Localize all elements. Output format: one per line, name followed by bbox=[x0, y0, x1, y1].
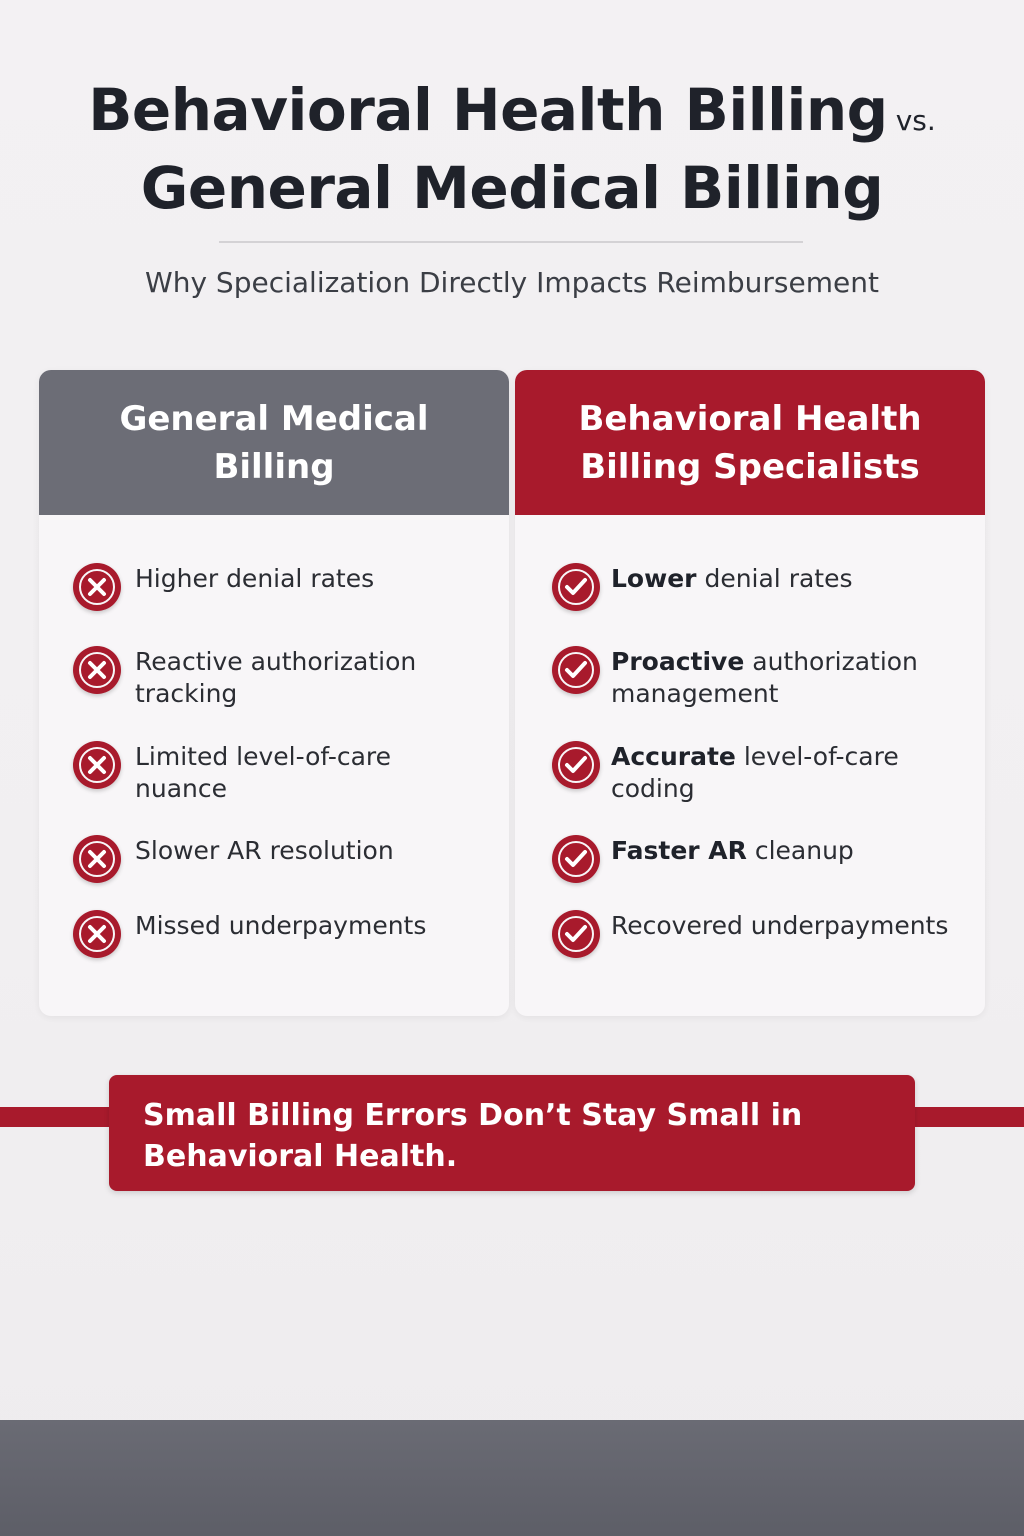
callout-banner: Small Billing Errors Don’t Stay Small in… bbox=[109, 1075, 915, 1191]
list-item: Limited level-of-care nuance bbox=[73, 741, 455, 805]
list-item-rest: cleanup bbox=[746, 836, 854, 865]
list-item-rest: Recovered underpayments bbox=[611, 911, 949, 940]
list-item-text: Limited level-of-care nuance bbox=[135, 742, 392, 803]
page-title-line-2: General Medical Billing bbox=[140, 154, 884, 222]
x-circle-icon bbox=[73, 910, 121, 958]
footer-bar bbox=[0, 1420, 1024, 1536]
check-circle-icon bbox=[552, 741, 600, 789]
list-item-emphasis: Faster AR bbox=[611, 836, 747, 865]
list-item: Proactive authorization management bbox=[552, 646, 961, 710]
page-title-line-1: Behavioral Health Billing vs. bbox=[0, 72, 1024, 159]
list-item-text: Slower AR resolution bbox=[135, 836, 394, 865]
list-item: Missed underpayments bbox=[73, 910, 455, 958]
list-item-text: Recovered underpayments bbox=[611, 910, 961, 942]
behavioral-health-card: Behavioral Health Billing Specialists Lo… bbox=[515, 370, 985, 1016]
title-vs: vs. bbox=[895, 104, 936, 137]
list-item: Higher denial rates bbox=[73, 563, 455, 611]
list-item: Faster AR cleanup bbox=[552, 835, 961, 883]
list-item-rest: level-of-care coding bbox=[611, 742, 899, 803]
title-main: Behavioral Health Billing bbox=[88, 76, 888, 144]
list-item-emphasis: Proactive bbox=[611, 647, 745, 676]
x-circle-icon bbox=[73, 835, 121, 883]
list-item-rest: denial rates bbox=[696, 564, 853, 593]
general-medical-card: General Medical Billing Higher denial ra… bbox=[39, 370, 509, 1016]
x-circle-icon bbox=[73, 741, 121, 789]
list-item: Accurate level-of-care coding bbox=[552, 741, 961, 805]
list-item: Recovered underpayments bbox=[552, 910, 961, 958]
page-subtitle: Why Specialization Directly Impacts Reim… bbox=[145, 266, 879, 299]
list-item-emphasis: Accurate bbox=[611, 742, 736, 771]
list-item-text: Lower denial rates bbox=[611, 563, 961, 595]
list-item-emphasis: Lower bbox=[611, 564, 697, 593]
behavioral-health-heading: Behavioral Health Billing Specialists bbox=[515, 370, 985, 515]
list-item-text: Accurate level-of-care coding bbox=[611, 741, 961, 805]
general-medical-heading: General Medical Billing bbox=[39, 370, 509, 515]
list-item: Reactive authorization tracking bbox=[73, 646, 455, 710]
list-item: Lower denial rates bbox=[552, 563, 961, 611]
check-circle-icon bbox=[552, 910, 600, 958]
list-item-text: Reactive authorization tracking bbox=[135, 647, 417, 708]
x-circle-icon bbox=[73, 563, 121, 611]
check-circle-icon bbox=[552, 563, 600, 611]
list-item-text: Faster AR cleanup bbox=[611, 835, 961, 867]
list-item-text: Missed underpayments bbox=[135, 911, 427, 940]
check-circle-icon bbox=[552, 646, 600, 694]
check-circle-icon bbox=[552, 835, 600, 883]
list-item-text: Higher denial rates bbox=[135, 564, 375, 593]
list-item-rest: authorization management bbox=[611, 647, 918, 708]
x-circle-icon bbox=[73, 646, 121, 694]
list-item: Slower AR resolution bbox=[73, 835, 455, 883]
title-divider bbox=[219, 241, 803, 243]
list-item-text: Proactive authorization management bbox=[611, 646, 961, 710]
